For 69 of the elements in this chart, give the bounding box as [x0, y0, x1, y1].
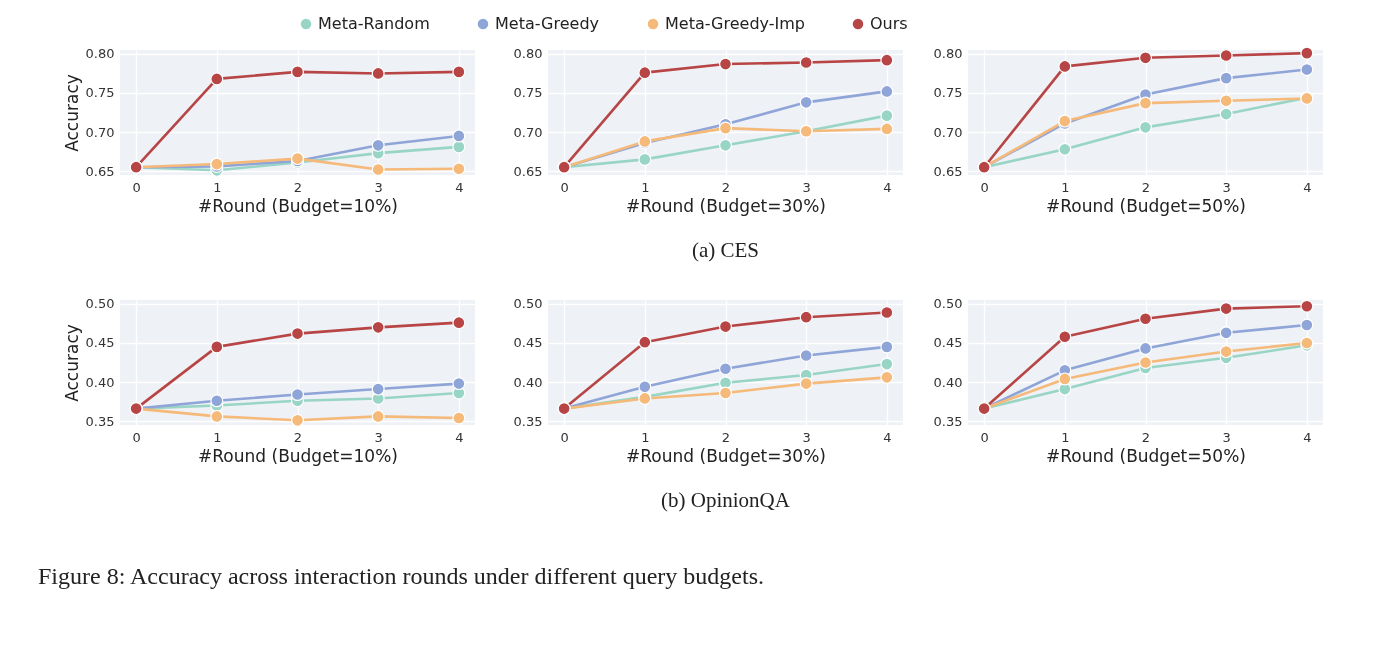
- legend-label: Meta-Greedy-Imp: [665, 14, 805, 33]
- y-tick-label: 0.45: [933, 335, 963, 351]
- x-tick-label: 4: [1303, 179, 1312, 195]
- x-tick-label: 3: [802, 179, 811, 195]
- x-tick-label: 1: [641, 429, 650, 445]
- x-tick-label: 0: [560, 179, 569, 195]
- y-tick-label: 0.80: [933, 46, 963, 62]
- x-tick-label: 1: [213, 179, 222, 195]
- x-tick-label: 2: [1141, 179, 1151, 195]
- x-axis-title: #Round (Budget=10%): [198, 445, 398, 466]
- x-tick-label: 2: [1141, 429, 1151, 445]
- x-tick-label: 0: [980, 429, 989, 445]
- legend-label: Ours: [870, 14, 908, 33]
- x-tick-label: 3: [802, 429, 811, 445]
- y-tick-label: 0.80: [85, 46, 115, 62]
- y-axis-title: Accuracy: [61, 74, 82, 152]
- x-axis-title: #Round (Budget=30%): [626, 195, 826, 216]
- y-tick-label: 0.45: [513, 335, 543, 351]
- x-tick-label: 3: [1222, 429, 1231, 445]
- x-axis-title: #Round (Budget=50%): [1046, 195, 1246, 216]
- x-tick-label: 0: [560, 429, 569, 445]
- y-tick-label: 0.50: [933, 296, 963, 312]
- y-tick-label: 0.70: [85, 124, 115, 140]
- y-tick-label: 0.35: [933, 413, 963, 429]
- y-tick-label: 0.50: [85, 296, 115, 312]
- x-axis-title: #Round (Budget=10%): [198, 195, 398, 216]
- y-tick-label: 0.50: [513, 296, 543, 312]
- x-tick-label: 0: [980, 179, 989, 195]
- x-tick-label: 3: [374, 429, 383, 445]
- y-tick-label: 0.70: [513, 124, 543, 140]
- x-axis-title: #Round (Budget=50%): [1046, 445, 1246, 466]
- x-tick-label: 1: [213, 429, 222, 445]
- y-tick-label: 0.65: [513, 163, 543, 179]
- y-tick-label: 0.35: [513, 413, 543, 429]
- legend-label: Meta-Random: [318, 14, 430, 33]
- x-tick-label: 1: [1061, 429, 1070, 445]
- y-tick-label: 0.80: [513, 46, 543, 62]
- x-tick-label: 1: [1061, 179, 1070, 195]
- x-tick-label: 3: [1222, 179, 1231, 195]
- caption: Figure 8: Accuracy across interaction rounds under different query budgets.: [38, 562, 765, 591]
- y-tick-label: 0.75: [85, 85, 115, 101]
- text: (a) CES: [690, 238, 761, 263]
- y-tick-label: 0.65: [85, 163, 115, 179]
- y-tick-label: 0.40: [85, 374, 115, 390]
- y-axis-title: Accuracy: [61, 324, 82, 402]
- y-tick-label: 0.35: [85, 413, 115, 429]
- x-tick-label: 4: [455, 179, 464, 195]
- legend-label: Meta-Greedy: [495, 14, 600, 33]
- y-tick-label: 0.40: [513, 374, 543, 390]
- x-tick-label: 1: [641, 179, 650, 195]
- x-tick-label: 0: [132, 179, 141, 195]
- x-tick-label: 3: [374, 179, 383, 195]
- x-tick-label: 4: [1303, 429, 1312, 445]
- x-tick-label: 2: [293, 429, 303, 445]
- y-tick-label: 0.75: [513, 85, 543, 101]
- y-tick-label: 0.45: [85, 335, 115, 351]
- x-tick-label: 2: [293, 179, 303, 195]
- x-tick-label: 4: [883, 429, 892, 445]
- x-tick-label: 4: [455, 429, 464, 445]
- x-axis-title: #Round (Budget=30%): [626, 445, 826, 466]
- y-tick-label: 0.70: [933, 124, 963, 140]
- text: (b) OpinionQA: [660, 488, 791, 513]
- y-tick-label: 0.65: [933, 163, 963, 179]
- x-tick-label: 2: [721, 179, 731, 195]
- x-tick-label: 0: [132, 429, 141, 445]
- x-tick-label: 2: [721, 429, 731, 445]
- x-tick-label: 4: [883, 179, 892, 195]
- y-tick-label: 0.40: [933, 374, 963, 390]
- y-tick-label: 0.75: [933, 85, 963, 101]
